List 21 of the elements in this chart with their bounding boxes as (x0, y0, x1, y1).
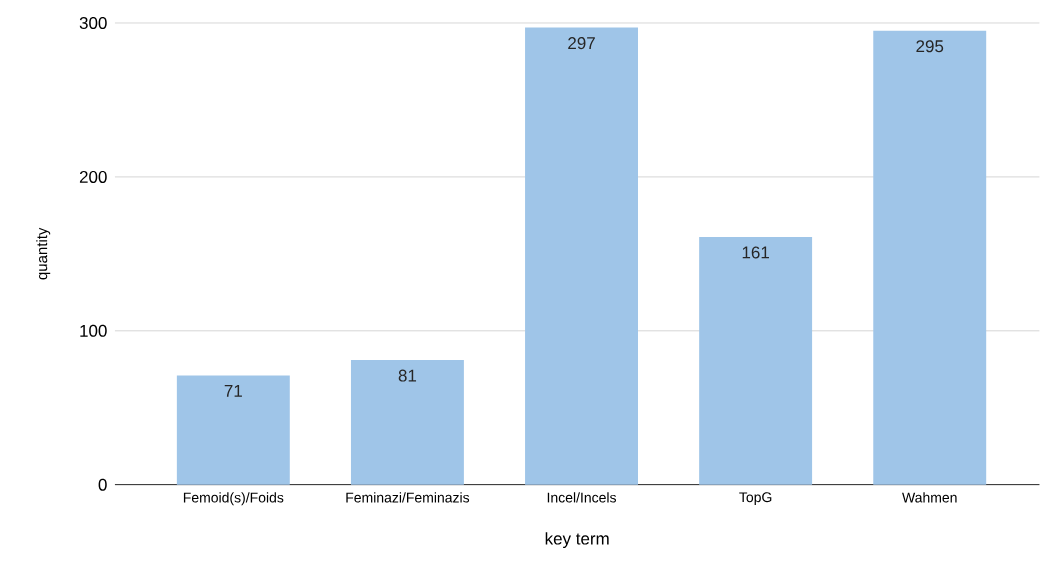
data-label: 71 (224, 385, 242, 397)
y-tick-label: 100 (80, 324, 107, 337)
y-tick-label: 0 (98, 478, 107, 491)
bar (525, 27, 638, 485)
x-tick-label: Feminazi/Feminazis (346, 492, 470, 503)
x-tick-label: Femoid(s)/Foids (183, 492, 284, 506)
bar (699, 237, 813, 485)
y-axis-title: quantity (36, 227, 51, 280)
data-label: 295 (916, 40, 944, 53)
x-tick-label: Wahmen (902, 492, 957, 503)
data-label: 297 (568, 37, 595, 50)
x-axis-title: key term (545, 532, 609, 549)
y-tick-label: 300 (79, 17, 107, 30)
bar (873, 30, 987, 485)
x-tick-label: TopG (739, 492, 772, 506)
y-tick-label: 200 (79, 171, 107, 184)
bar (176, 375, 290, 485)
bar (350, 360, 464, 485)
x-tick-label: Incel/Incels (547, 492, 617, 503)
data-label: 81 (398, 369, 417, 382)
data-label: 161 (742, 246, 769, 259)
